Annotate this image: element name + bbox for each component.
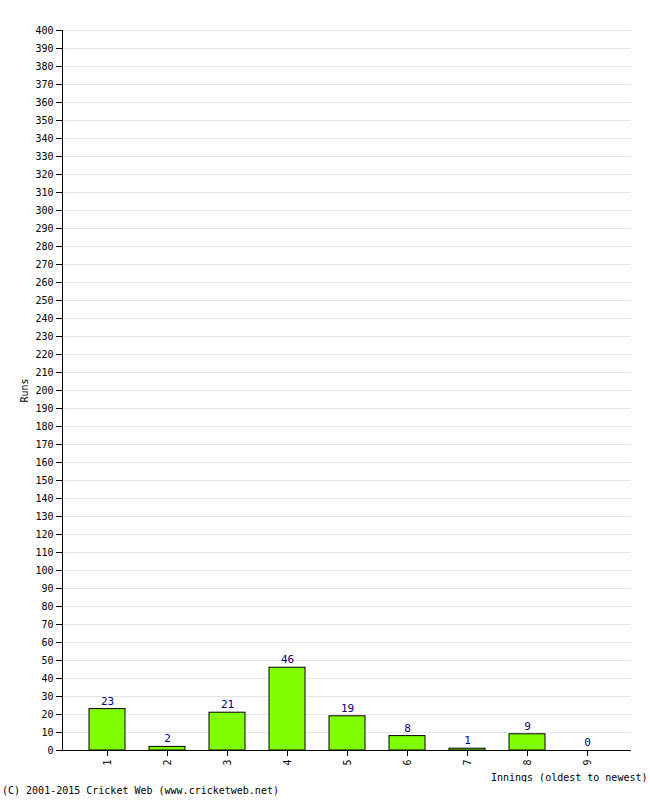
svg-text:360: 360 — [35, 97, 53, 108]
svg-text:350: 350 — [35, 115, 53, 126]
svg-text:8: 8 — [522, 760, 533, 766]
svg-text:46: 46 — [281, 653, 294, 666]
svg-text:380: 380 — [35, 61, 53, 72]
svg-text:330: 330 — [35, 151, 53, 162]
svg-text:240: 240 — [35, 313, 53, 324]
svg-text:21: 21 — [221, 698, 234, 711]
svg-text:4: 4 — [282, 760, 293, 766]
svg-text:110: 110 — [35, 547, 53, 558]
svg-text:8: 8 — [404, 722, 411, 735]
svg-text:390: 390 — [35, 43, 53, 54]
svg-text:23: 23 — [101, 695, 114, 708]
svg-text:120: 120 — [35, 529, 53, 540]
svg-text:0: 0 — [584, 736, 591, 749]
svg-text:5: 5 — [342, 760, 353, 766]
svg-text:19: 19 — [341, 702, 354, 715]
svg-text:100: 100 — [35, 565, 53, 576]
svg-text:50: 50 — [41, 655, 53, 666]
svg-text:6: 6 — [402, 760, 413, 766]
svg-text:160: 160 — [35, 457, 53, 468]
svg-text:40: 40 — [41, 673, 53, 684]
svg-text:130: 130 — [35, 511, 53, 522]
svg-text:200: 200 — [35, 385, 53, 396]
svg-text:320: 320 — [35, 169, 53, 180]
svg-text:Runs: Runs — [19, 378, 30, 402]
svg-text:210: 210 — [35, 367, 53, 378]
svg-text:10: 10 — [41, 727, 53, 738]
svg-text:80: 80 — [41, 601, 53, 612]
svg-text:Innings (oldest to newest): Innings (oldest to newest) — [491, 772, 648, 783]
svg-text:90: 90 — [41, 583, 53, 594]
svg-text:20: 20 — [41, 709, 53, 720]
svg-text:180: 180 — [35, 421, 53, 432]
svg-text:280: 280 — [35, 241, 53, 252]
svg-text:170: 170 — [35, 439, 53, 450]
svg-text:30: 30 — [41, 691, 53, 702]
svg-text:310: 310 — [35, 187, 53, 198]
svg-text:270: 270 — [35, 259, 53, 270]
svg-text:290: 290 — [35, 223, 53, 234]
svg-text:9: 9 — [524, 720, 531, 733]
svg-text:340: 340 — [35, 133, 53, 144]
svg-text:60: 60 — [41, 637, 53, 648]
svg-text:70: 70 — [41, 619, 53, 630]
svg-text:140: 140 — [35, 493, 53, 504]
svg-text:370: 370 — [35, 79, 53, 90]
svg-text:9: 9 — [582, 760, 593, 766]
svg-text:0: 0 — [47, 745, 53, 756]
svg-text:220: 220 — [35, 349, 53, 360]
svg-text:2: 2 — [162, 760, 173, 766]
html-text:(C) 2001-2015 Cricket Web (www: (C) 2001-2015 Cricket Web (www.cricketwe… — [2, 785, 279, 796]
svg-text:7: 7 — [462, 760, 473, 766]
svg-text:190: 190 — [35, 403, 53, 414]
svg-text:260: 260 — [35, 277, 53, 288]
svg-text:250: 250 — [35, 295, 53, 306]
svg-text:150: 150 — [35, 475, 53, 486]
svg-text:230: 230 — [35, 331, 53, 342]
svg-text:1: 1 — [464, 734, 471, 747]
svg-text:1: 1 — [102, 760, 113, 766]
svg-text:2: 2 — [164, 732, 171, 745]
svg-text:3: 3 — [222, 760, 233, 766]
svg-text:300: 300 — [35, 205, 53, 216]
svg-text:400: 400 — [35, 25, 53, 36]
